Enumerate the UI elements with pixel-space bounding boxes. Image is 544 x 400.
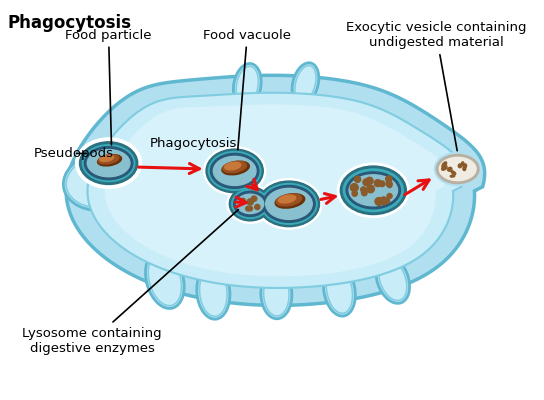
Ellipse shape xyxy=(83,145,135,182)
Ellipse shape xyxy=(223,161,246,173)
Ellipse shape xyxy=(258,181,319,227)
Ellipse shape xyxy=(463,167,466,170)
Ellipse shape xyxy=(234,191,267,216)
Circle shape xyxy=(247,199,254,205)
Text: Lysosome containing
digestive enzymes: Lysosome containing digestive enzymes xyxy=(22,210,238,354)
Text: Phagocytosis: Phagocytosis xyxy=(8,14,132,32)
Ellipse shape xyxy=(84,147,133,180)
Ellipse shape xyxy=(261,184,317,224)
Circle shape xyxy=(367,185,374,193)
Ellipse shape xyxy=(203,147,265,195)
Circle shape xyxy=(361,187,366,192)
Ellipse shape xyxy=(230,187,271,221)
Circle shape xyxy=(375,198,383,205)
Ellipse shape xyxy=(461,163,464,166)
Circle shape xyxy=(352,191,357,196)
Ellipse shape xyxy=(256,179,322,229)
Ellipse shape xyxy=(326,267,353,313)
Ellipse shape xyxy=(149,254,181,306)
Circle shape xyxy=(362,190,367,196)
Ellipse shape xyxy=(208,152,261,190)
Ellipse shape xyxy=(341,166,406,214)
Ellipse shape xyxy=(222,161,249,175)
Circle shape xyxy=(386,181,392,187)
Text: Phagocytosis: Phagocytosis xyxy=(150,137,238,150)
Ellipse shape xyxy=(98,155,119,164)
Ellipse shape xyxy=(66,154,143,208)
Ellipse shape xyxy=(435,152,481,186)
Ellipse shape xyxy=(145,250,184,308)
Ellipse shape xyxy=(346,172,400,209)
Polygon shape xyxy=(105,104,446,276)
Ellipse shape xyxy=(295,66,316,102)
Ellipse shape xyxy=(206,149,263,193)
Circle shape xyxy=(366,177,373,184)
Ellipse shape xyxy=(236,66,258,105)
Polygon shape xyxy=(88,93,463,288)
Circle shape xyxy=(386,176,392,182)
Ellipse shape xyxy=(265,188,312,219)
Circle shape xyxy=(380,197,387,204)
Circle shape xyxy=(251,196,257,202)
Ellipse shape xyxy=(276,194,302,206)
Text: Food vacuole: Food vacuole xyxy=(203,29,291,150)
Ellipse shape xyxy=(376,256,410,303)
Ellipse shape xyxy=(463,164,467,168)
Ellipse shape xyxy=(200,268,227,316)
Ellipse shape xyxy=(436,154,479,184)
Ellipse shape xyxy=(275,194,305,208)
Circle shape xyxy=(363,179,370,186)
Ellipse shape xyxy=(292,63,319,104)
Ellipse shape xyxy=(237,194,264,214)
Ellipse shape xyxy=(261,269,292,319)
Ellipse shape xyxy=(462,162,464,165)
Ellipse shape xyxy=(233,64,261,108)
Circle shape xyxy=(255,204,260,210)
Ellipse shape xyxy=(439,157,476,181)
Ellipse shape xyxy=(343,169,403,212)
Ellipse shape xyxy=(263,186,315,222)
Ellipse shape xyxy=(197,265,230,319)
Ellipse shape xyxy=(232,189,269,218)
Ellipse shape xyxy=(227,184,274,223)
Ellipse shape xyxy=(79,142,138,184)
Ellipse shape xyxy=(213,156,256,186)
Circle shape xyxy=(364,179,370,185)
Circle shape xyxy=(246,206,250,211)
Ellipse shape xyxy=(448,167,452,171)
Ellipse shape xyxy=(337,163,409,218)
Ellipse shape xyxy=(450,175,455,177)
Circle shape xyxy=(385,199,390,203)
Text: Exocytic vesicle containing
undigested material: Exocytic vesicle containing undigested m… xyxy=(346,21,527,151)
Ellipse shape xyxy=(379,258,407,300)
Ellipse shape xyxy=(100,155,114,161)
Circle shape xyxy=(379,181,385,186)
Ellipse shape xyxy=(442,162,447,168)
Ellipse shape xyxy=(458,164,462,168)
Circle shape xyxy=(374,180,381,187)
Ellipse shape xyxy=(279,195,296,203)
Text: Pseudopods: Pseudopods xyxy=(34,147,114,160)
Ellipse shape xyxy=(442,166,447,170)
Circle shape xyxy=(387,183,392,188)
Ellipse shape xyxy=(211,154,259,188)
Ellipse shape xyxy=(63,150,146,211)
Ellipse shape xyxy=(264,272,289,316)
Ellipse shape xyxy=(324,264,355,316)
Circle shape xyxy=(387,194,392,198)
Ellipse shape xyxy=(349,175,398,206)
Ellipse shape xyxy=(451,171,456,174)
Polygon shape xyxy=(66,75,485,305)
Ellipse shape xyxy=(225,162,241,170)
Circle shape xyxy=(355,176,361,182)
Text: Food particle: Food particle xyxy=(65,29,152,145)
Circle shape xyxy=(350,184,358,192)
Circle shape xyxy=(248,206,252,211)
Ellipse shape xyxy=(76,138,141,188)
Ellipse shape xyxy=(97,154,121,166)
Circle shape xyxy=(240,198,245,204)
Ellipse shape xyxy=(87,150,130,177)
